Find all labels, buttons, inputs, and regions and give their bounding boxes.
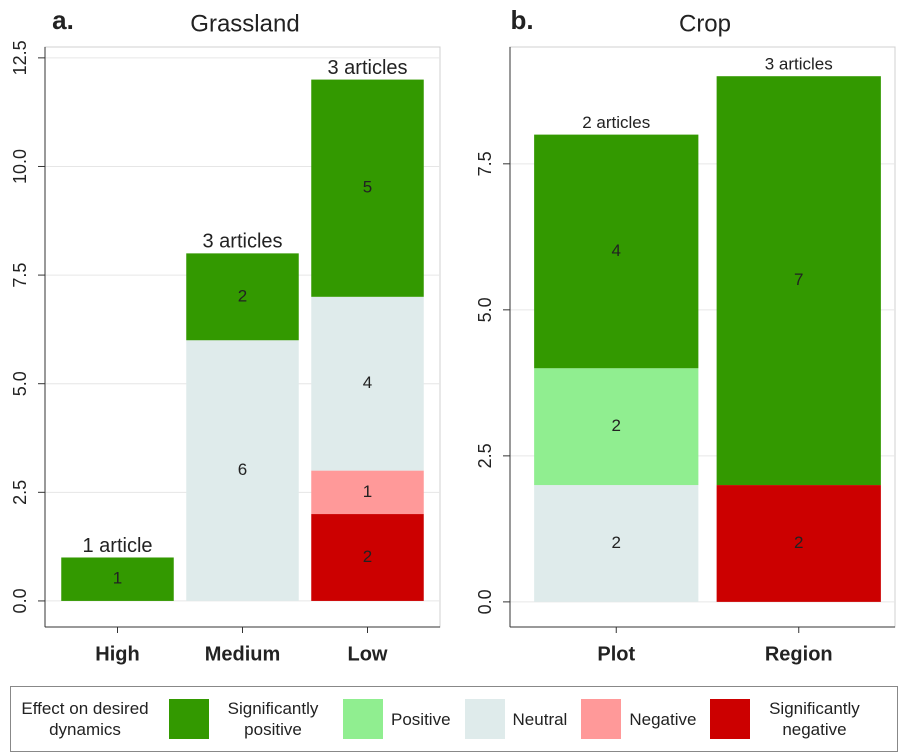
legend-swatch bbox=[710, 699, 751, 739]
bar-segment bbox=[311, 296, 424, 471]
bar-segment bbox=[311, 79, 424, 297]
legend-swatch bbox=[343, 699, 383, 739]
panel-label: a. bbox=[52, 5, 74, 35]
y-tick-label: 10.0 bbox=[10, 149, 30, 184]
bar-segment bbox=[534, 368, 699, 486]
bar-segment bbox=[186, 340, 299, 601]
value-label: 1 bbox=[363, 482, 372, 501]
value-label: 4 bbox=[612, 241, 621, 260]
panel-title: Crop bbox=[679, 10, 731, 37]
bar-segment bbox=[61, 557, 174, 601]
y-tick-label: 2.5 bbox=[10, 480, 30, 505]
legend-item: Significantly negative bbox=[710, 698, 870, 740]
bar-segment bbox=[311, 470, 424, 515]
x-tick-label: Medium bbox=[205, 643, 281, 665]
bar-annotation: 2 articles bbox=[582, 113, 650, 132]
legend-item: Neutral bbox=[464, 699, 568, 739]
legend-swatch bbox=[581, 699, 622, 739]
legend-label: Neutral bbox=[512, 709, 568, 729]
value-label: 6 bbox=[238, 460, 247, 479]
legend-item: Negative bbox=[581, 699, 696, 739]
y-tick-label: 2.5 bbox=[475, 443, 495, 468]
panel-title: Grassland bbox=[190, 10, 299, 37]
legend-label: Significantly negative bbox=[769, 699, 860, 739]
bar-segment bbox=[186, 253, 299, 341]
value-label: 2 bbox=[612, 416, 621, 435]
bar-annotation: 3 articles bbox=[202, 231, 282, 253]
panel-label: b. bbox=[510, 5, 533, 35]
legend-label: Positive bbox=[391, 709, 451, 729]
legend-label: Significantly positive bbox=[227, 699, 319, 739]
bar-segment bbox=[716, 76, 881, 486]
y-tick-label: 7.5 bbox=[10, 263, 30, 288]
value-label: 2 bbox=[238, 286, 247, 305]
bar-annotation: 3 articles bbox=[327, 57, 407, 79]
legend-item: Significantly positive bbox=[169, 698, 329, 740]
legend-swatch bbox=[464, 699, 505, 739]
value-label: 5 bbox=[363, 178, 372, 197]
legend-swatch bbox=[169, 699, 209, 739]
y-tick-label: 0.0 bbox=[10, 588, 30, 613]
value-label: 4 bbox=[363, 373, 372, 392]
y-tick-label: 5.0 bbox=[10, 371, 30, 396]
x-tick-label: Low bbox=[348, 643, 388, 665]
value-label: 1 bbox=[113, 569, 122, 588]
x-tick-label: Region bbox=[765, 643, 833, 665]
value-label: 2 bbox=[794, 533, 803, 552]
bar-segment bbox=[311, 514, 424, 601]
x-tick-label: Plot bbox=[597, 643, 635, 665]
bar-segment bbox=[534, 485, 699, 602]
value-label: 2 bbox=[612, 533, 621, 552]
bar-annotation: 1 article bbox=[82, 535, 152, 557]
bar-annotation: 3 articles bbox=[765, 55, 833, 74]
legend-item: Positive bbox=[343, 699, 451, 739]
legend-title: Effect on desired dynamics bbox=[21, 699, 149, 739]
y-tick-label: 0.0 bbox=[475, 589, 495, 614]
legend: Effect on desired dynamics Significantly… bbox=[10, 686, 898, 752]
bar-segment bbox=[534, 134, 699, 369]
y-tick-label: 5.0 bbox=[475, 297, 495, 322]
bar-segment bbox=[716, 485, 881, 602]
x-tick-label: High bbox=[95, 643, 139, 665]
value-label: 7 bbox=[794, 270, 803, 289]
legend-label: Negative bbox=[629, 709, 697, 729]
y-tick-label: 12.5 bbox=[10, 40, 30, 75]
y-tick-label: 7.5 bbox=[475, 151, 495, 176]
value-label: 2 bbox=[363, 547, 372, 566]
